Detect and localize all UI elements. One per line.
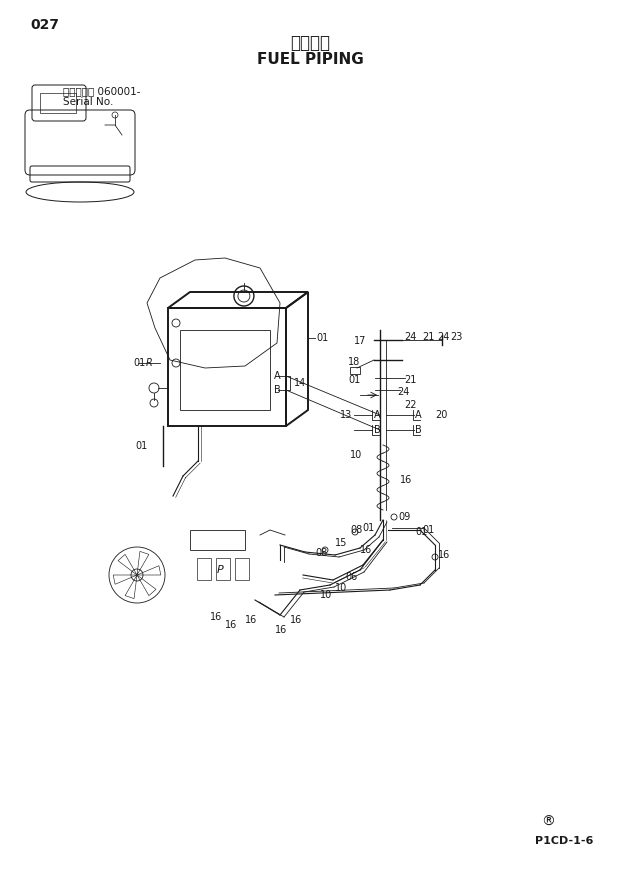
Text: 16: 16 <box>438 550 450 560</box>
Text: 09: 09 <box>398 512 410 522</box>
Text: 08: 08 <box>315 548 327 558</box>
Text: B: B <box>374 425 381 435</box>
Text: 16: 16 <box>245 615 257 625</box>
Bar <box>216 558 230 580</box>
Text: 適用号機　 060001-: 適用号機 060001- <box>63 86 141 96</box>
Bar <box>180 330 270 410</box>
Text: 01: 01 <box>362 523 374 533</box>
Text: 10: 10 <box>335 583 347 593</box>
Text: 10: 10 <box>320 590 332 600</box>
Text: B: B <box>415 425 422 435</box>
Text: P: P <box>216 565 223 575</box>
Text: A: A <box>275 371 281 381</box>
Text: 16: 16 <box>360 545 372 555</box>
Text: 20: 20 <box>435 410 448 420</box>
Text: 01: 01 <box>136 441 148 451</box>
Bar <box>197 558 211 580</box>
Text: 15: 15 <box>335 538 347 548</box>
Text: 16: 16 <box>275 625 287 635</box>
Text: B: B <box>274 385 281 395</box>
Text: 24: 24 <box>404 332 417 342</box>
Text: A: A <box>374 410 381 420</box>
Text: 18: 18 <box>348 357 360 367</box>
Text: 10: 10 <box>350 450 362 460</box>
Text: 21: 21 <box>422 332 435 342</box>
Text: A: A <box>415 410 422 420</box>
Text: 16: 16 <box>210 612 222 622</box>
Text: 06: 06 <box>345 572 357 582</box>
Text: Serial No.: Serial No. <box>63 97 113 107</box>
Bar <box>350 367 360 374</box>
Text: 13: 13 <box>340 410 352 420</box>
Text: 燃料配管: 燃料配管 <box>290 34 330 52</box>
Text: 24: 24 <box>437 332 450 342</box>
Text: 22: 22 <box>404 400 417 410</box>
Text: 027: 027 <box>30 18 59 32</box>
Text: 14: 14 <box>294 378 306 388</box>
Bar <box>235 558 249 580</box>
Text: P1CD-1-6: P1CD-1-6 <box>535 836 593 846</box>
Text: 17: 17 <box>354 336 366 346</box>
Text: 01: 01 <box>133 358 145 368</box>
Text: 08: 08 <box>350 525 362 535</box>
Bar <box>190 530 245 550</box>
Text: 23: 23 <box>450 332 463 342</box>
Text: 16: 16 <box>225 620 237 630</box>
Text: 21: 21 <box>404 375 417 385</box>
Text: R: R <box>146 358 153 368</box>
Text: 16: 16 <box>290 615 303 625</box>
Text: 16: 16 <box>400 475 412 485</box>
Text: 24: 24 <box>397 387 409 397</box>
Text: ®: ® <box>541 815 555 829</box>
Text: 01: 01 <box>415 527 427 537</box>
Text: 01: 01 <box>316 333 328 343</box>
Text: FUEL PIPING: FUEL PIPING <box>257 52 363 67</box>
Bar <box>40 93 76 113</box>
Text: 01: 01 <box>422 525 434 535</box>
Text: 01: 01 <box>348 375 360 385</box>
